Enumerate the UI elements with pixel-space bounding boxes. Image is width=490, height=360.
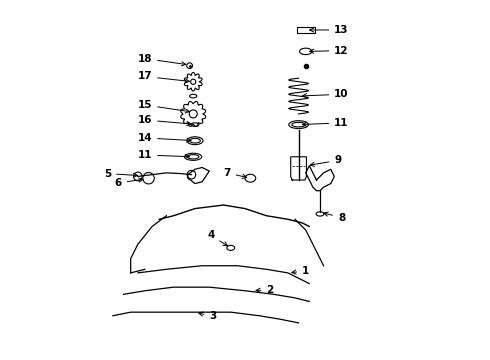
Text: 16: 16 [138, 115, 191, 126]
Text: 8: 8 [324, 212, 345, 222]
Text: 17: 17 [138, 71, 189, 83]
Text: 10: 10 [302, 89, 349, 99]
Text: 4: 4 [207, 230, 227, 246]
Text: 6: 6 [115, 178, 143, 188]
Text: 15: 15 [138, 100, 189, 113]
Text: 2: 2 [256, 285, 274, 295]
Text: 18: 18 [138, 54, 186, 66]
Text: 11: 11 [138, 150, 189, 160]
Text: 5: 5 [104, 168, 138, 179]
Bar [297, 27, 315, 33]
Text: 3: 3 [199, 311, 217, 321]
Text: 7: 7 [223, 168, 246, 179]
Text: 14: 14 [138, 133, 191, 143]
Text: 1: 1 [292, 266, 309, 276]
Text: 9: 9 [310, 156, 342, 166]
Text: 12: 12 [310, 46, 349, 56]
Text: 11: 11 [302, 118, 349, 128]
Text: 13: 13 [310, 25, 349, 35]
